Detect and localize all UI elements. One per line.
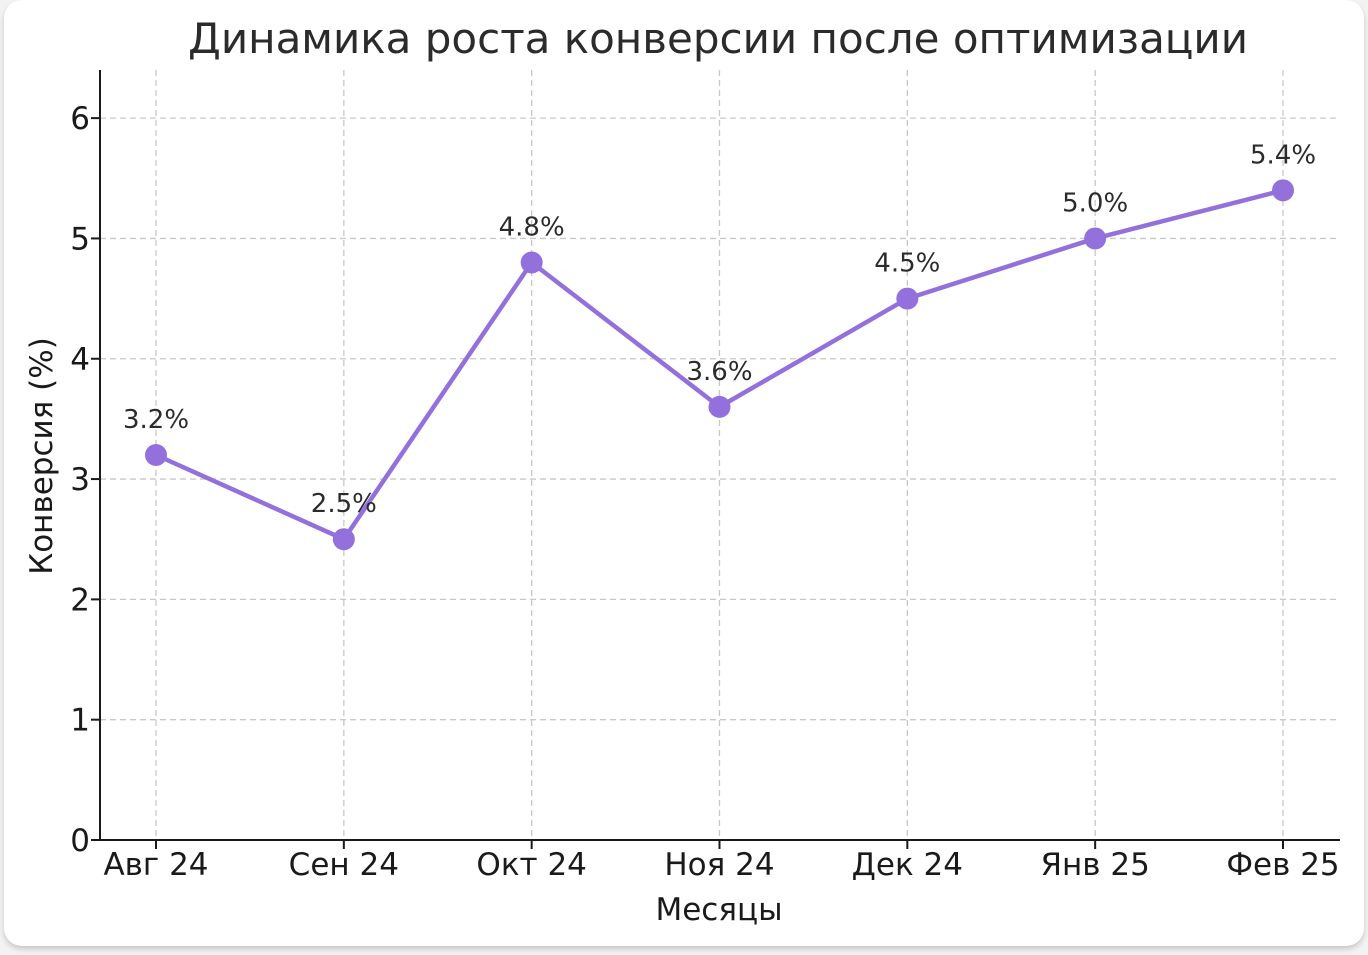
data-label: 4.8% [499,213,565,243]
data-label: 5.4% [1250,140,1316,170]
data-labels: 3.2% 2.5% 4.8% 3.6% 4.5% 5.0% 5.4% [123,140,1316,519]
x-tick-label: Дек 24 [852,847,963,883]
grid [100,70,1340,840]
y-tick-label: 6 [70,101,90,137]
data-point [708,395,731,418]
x-axis-label: Месяцы [655,892,782,928]
x-tick-label: Окт 24 [476,847,586,883]
x-tick-label: Фев 25 [1226,847,1339,883]
ticks: 0 1 2 3 4 5 6 Авг 24 Сен 24 Окт 24 Ноя 24 Дек 24 Янв… [70,101,1339,883]
y-tick-label: 5 [70,221,90,257]
x-tick-label: Янв 25 [1040,847,1149,883]
data-label: 3.2% [123,405,189,435]
data-label: 3.6% [686,357,752,387]
chart-title: Динамика роста конверсии после оптимизац… [188,14,1248,63]
data-label: 2.5% [311,489,377,519]
y-tick-label: 3 [70,462,90,498]
x-tick-label: Авг 24 [103,847,208,883]
y-axis-label: Конверсия (%) [24,337,60,575]
chart-card: Динамика роста конверсии после оптимизац… [4,0,1364,946]
data-point [520,251,543,274]
y-tick-label: 4 [70,342,90,378]
line-chart: Динамика роста конверсии после оптимизац… [24,14,1340,928]
data-point [332,528,355,551]
data-point [896,287,919,310]
series [145,179,1294,551]
y-tick-label: 2 [70,582,90,618]
data-point [1084,227,1107,250]
data-label: 4.5% [874,249,940,279]
x-tick-label: Сен 24 [289,847,399,883]
y-tick-label: 1 [70,703,90,739]
data-point [1272,179,1294,202]
data-point [145,444,167,466]
y-tick-label: 0 [70,823,90,859]
data-label: 5.0% [1062,188,1128,218]
x-tick-label: Ноя 24 [664,847,774,883]
